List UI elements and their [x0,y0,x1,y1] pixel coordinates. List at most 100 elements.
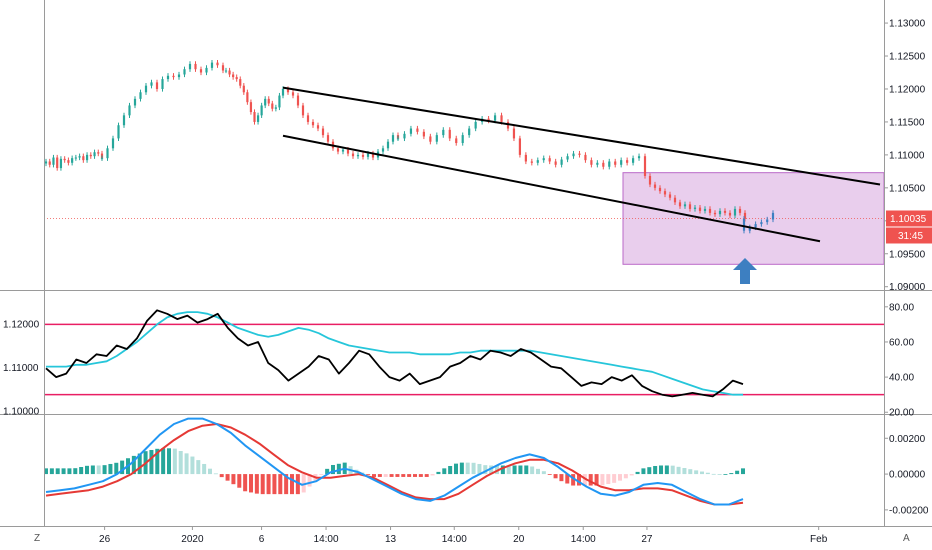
candle-body [281,88,285,90]
histogram-bar [459,462,464,475]
candle-body [468,128,471,136]
candle-body [584,154,587,161]
histogram-bar [249,474,253,493]
histogram-bar [664,465,669,475]
candle-body [713,212,717,215]
highlight-box[interactable] [622,172,885,265]
histogram-bar [336,463,341,475]
histogram-bar [588,474,593,486]
candle-body [286,88,290,93]
macd-pane[interactable] [44,417,745,506]
histogram-bar [366,474,371,475]
histogram-bar [524,465,529,475]
histogram-bar [213,473,218,475]
histogram-bar [717,474,722,475]
candle-body [361,154,365,157]
histogram-bar [290,474,294,495]
histogram-bar [137,453,142,475]
histogram-bar [705,472,710,475]
candle-body [111,138,115,149]
histogram-bar [44,468,48,475]
oscillator-pane[interactable] [44,309,884,398]
candle-body [199,69,203,73]
up-arrow-icon [733,258,757,284]
signal-line [45,423,744,506]
histogram-bar [711,473,716,475]
price-pane[interactable] [44,59,885,284]
candle-body [205,67,208,73]
histogram-bar [307,474,312,487]
histogram-bar [389,474,394,477]
histogram-bar [676,466,681,475]
candle-body [396,138,400,140]
histogram-bar [184,453,189,475]
candle-body [249,102,253,113]
histogram-bar [735,470,740,475]
candle-body [210,62,214,68]
histogram-bar [600,474,605,486]
histogram-bar [120,460,125,475]
histogram-bar [547,474,552,475]
histogram-bar [190,456,195,475]
candle-body [256,115,260,122]
histogram-bar [670,465,675,475]
candle-body [93,152,96,157]
candle-body [596,162,599,165]
histogram-bar [430,474,435,476]
candle-body [554,161,557,165]
candle-body [117,125,120,139]
candle-body [67,160,70,163]
candle-body [663,191,667,195]
histogram-bar [178,450,183,475]
candle-body [221,65,225,71]
histogram-bar [688,469,693,475]
candle-body [316,125,320,129]
histogram-bar [694,470,699,475]
time-tick-label: 14:00 [314,534,339,545]
candle-body [336,148,340,152]
candle-body [133,98,137,106]
time-tick-label: 13 [385,534,397,545]
candle-body [429,136,432,142]
histogram-bar [55,468,60,475]
candle-body [260,105,263,116]
histogram-bar [436,471,441,475]
candle-body [548,158,551,162]
histogram-bar [102,465,107,475]
histogram-bar [623,474,628,479]
candle-body [44,161,48,164]
candle-body [128,105,131,116]
candle-body [306,115,310,122]
candle-body [281,88,285,96]
candle-body [366,153,370,157]
lower-channel-line[interactable] [282,134,821,243]
candle-body [658,187,662,192]
candle-body [766,219,769,223]
histogram-bar [682,468,687,475]
candle-body [733,208,737,216]
candle-body [296,95,300,106]
histogram-bar [571,474,576,486]
timezone-button[interactable]: Z [34,533,40,544]
candle-body [493,115,497,121]
candle-body [52,157,55,165]
candle-body [723,210,727,213]
candle-body [738,208,742,213]
candle-body [668,194,672,198]
candle-body [403,133,406,139]
osc-left-label: 1.10000 [3,407,40,418]
oscillator-ma-line [46,311,743,396]
current-price-label: 1.10035 [890,214,927,225]
candle-body [683,204,687,207]
upper-channel-line[interactable] [282,86,881,186]
candle-body [311,121,315,126]
histogram-bar [612,474,617,483]
histogram-bar [237,474,242,488]
auto-scale-button[interactable]: A [903,533,910,544]
histogram-bar [67,468,72,475]
histogram-bar [61,468,66,475]
candle-body [59,158,63,169]
price-tick-label: 1.11000 [889,150,925,161]
candle-body [150,82,153,86]
